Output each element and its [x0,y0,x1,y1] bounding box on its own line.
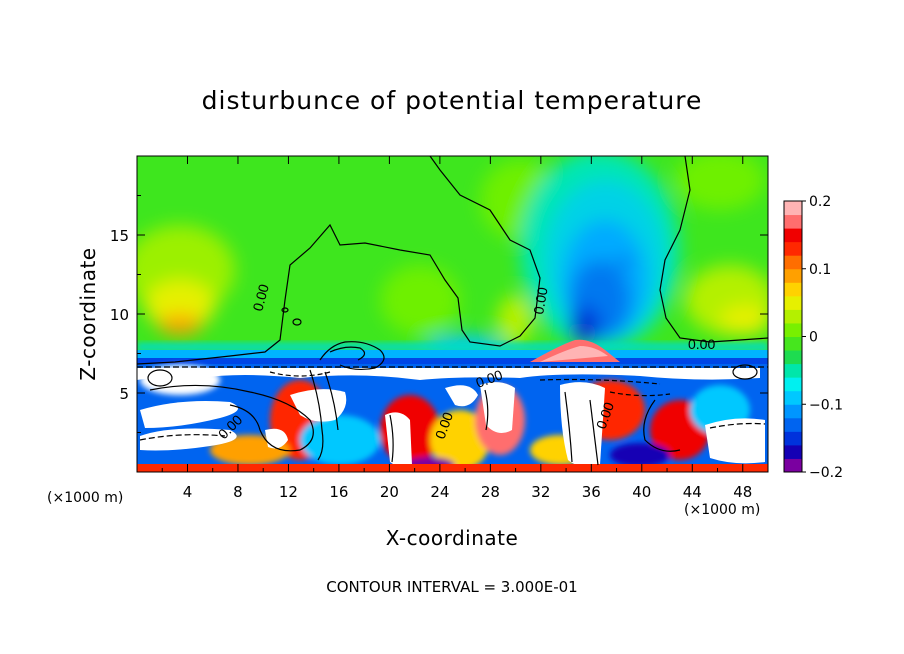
colorbar-tick-label: −0.2 [809,465,843,481]
x-tick-label: 12 [279,483,298,501]
x-tick-label: 48 [733,483,752,501]
colorbar-swatch [784,214,802,229]
colorbar-swatch [784,404,802,419]
x-tick-label: 4 [183,483,193,501]
x-axis-label: X-coordinate [385,526,519,550]
y-axis: 5 10 15 [110,195,768,433]
colorbar-swatch [784,228,802,243]
colorbar-swatch [784,444,802,459]
colorbar-swatch [784,431,802,446]
x-unit-label-right: (×1000 m) [684,502,761,518]
y-tick-label: 15 [110,227,129,245]
colorbar-swatch [784,458,802,473]
colorbar-swatch [784,268,802,283]
contour-label: 0.00 [688,336,715,352]
contour-label: 0.00 [249,282,272,313]
x-tick-label: 16 [329,483,348,501]
x-tick-label: 28 [481,483,500,501]
colorbar-swatch [784,201,802,216]
x-axis: 4 8 12 16 20 24 28 32 36 40 44 48 [161,156,752,501]
y-tick-label: 5 [119,385,129,403]
colorbar-tick-label: −0.1 [809,397,843,413]
contour-label: 0.00 [530,286,551,316]
colorbar-swatch [784,350,802,365]
contour-interval-note: CONTOUR INTERVAL = 3.000E-01 [326,578,578,596]
x-tick-label: 44 [683,483,702,501]
y-tick-label: 10 [110,306,129,324]
colorbar-swatch [784,322,802,337]
colorbar-swatch [784,336,802,351]
colorbar-swatch [784,377,802,392]
colorbar-tick-label: 0.2 [809,194,831,210]
colorbar-tick-label: 0.1 [809,262,831,278]
colorbar-swatch [784,417,802,432]
x-tick-label: 32 [531,483,550,501]
colorbar-tick-label: 0 [809,330,818,346]
colorbar-swatch [784,390,802,405]
colorbar-swatch [784,255,802,270]
chart-title: disturbunce of potential temperature [201,86,703,115]
contour-lines [137,156,768,466]
x-tick-label: 8 [233,483,243,501]
x-tick-label: 24 [430,483,449,501]
potential-temperature-field [137,156,768,472]
colorbar-swatch [784,309,802,324]
colorbar-swatch [784,282,802,297]
x-tick-label: 36 [582,483,601,501]
colorbar-swatch [784,241,802,256]
colorbar-swatch [784,363,802,378]
colorbar-swatch [784,295,802,310]
x-tick-label: 40 [632,483,651,501]
x-tick-label: 20 [380,483,399,501]
colorbar: 0.2 0.1 0 −0.1 −0.2 [783,194,843,481]
x-unit-label-left: (×1000 m) [47,490,124,506]
